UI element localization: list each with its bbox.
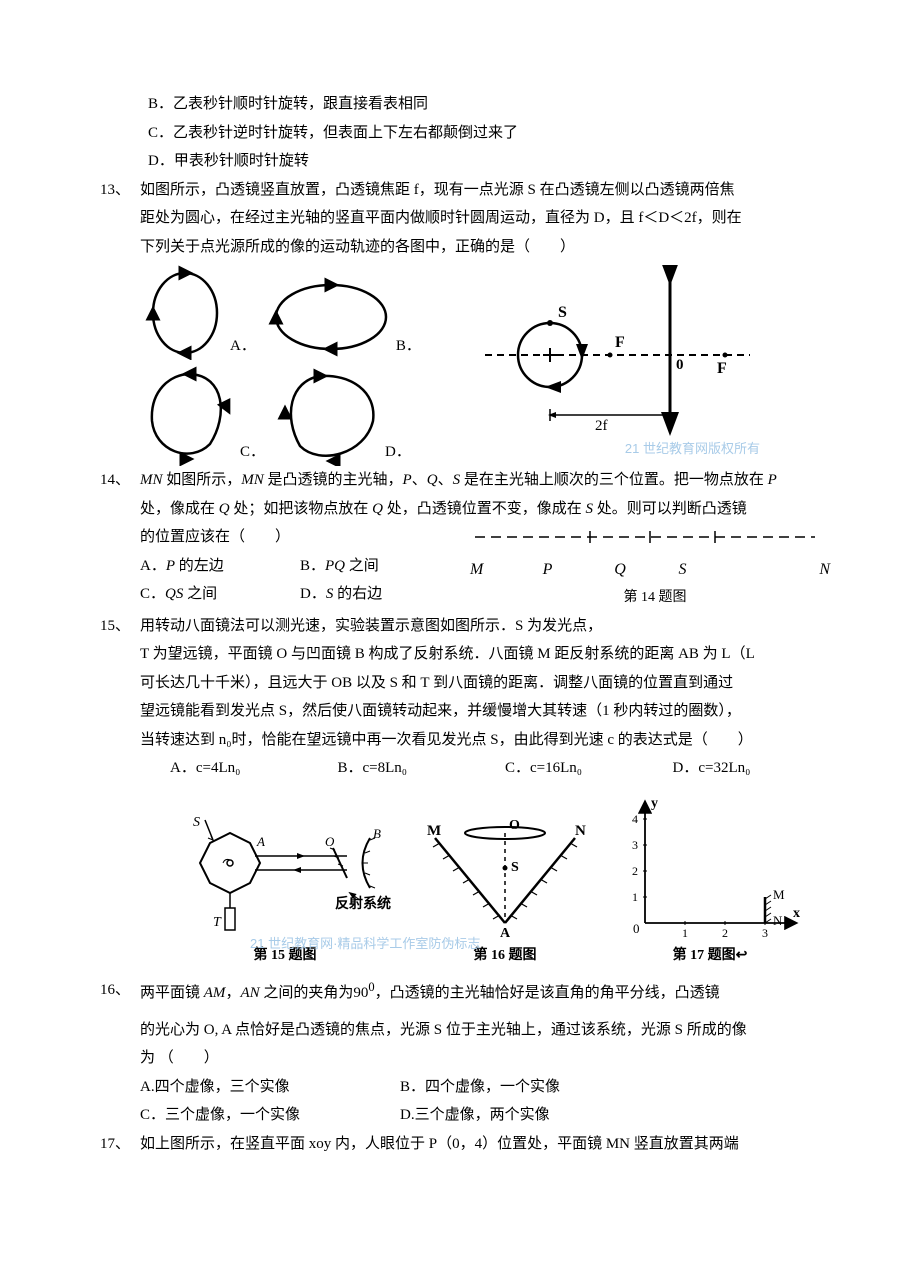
q16-option-d: D.三个虚像，两个实像: [400, 1101, 550, 1130]
q14-number: 14、: [100, 466, 140, 612]
q15-option-a: A．c=4Ln₀: [170, 754, 338, 783]
q17-caption: 第 17 题图↩: [673, 943, 748, 970]
svg-text:0: 0: [676, 357, 684, 373]
q13-stem-line1: 如图所示，凸透镜竖直放置，凸透镜焦距 f，现有一点光源 S 在凸透镜左侧以凸透镜…: [140, 176, 840, 205]
q13-setup-diagram: S F 0 F: [480, 265, 760, 462]
q15-figure: S A O B T 反射系统: [175, 808, 395, 943]
q16-stem-line3: 为 （ ）: [140, 1044, 840, 1073]
q16-stem-line2: 的光心为 O, A 点恰好是凸透镜的焦点，光源 S 位于主光轴上，通过该系统，光…: [140, 1016, 840, 1045]
q13-label-b: B．: [396, 332, 421, 361]
q13-label-c: C．: [240, 438, 265, 467]
q15-stem-line1: 用转动八面镜法可以测光速，实验装置示意图如图所示．S 为发光点，: [140, 612, 840, 641]
svg-text:x: x: [793, 906, 800, 921]
q14-diagram: [470, 523, 820, 559]
svg-text:S: S: [193, 815, 200, 830]
q14-label-q: Q: [590, 555, 650, 585]
q13-stem-line2: 距处为圆心，在经过主光轴的竖直平面内做顺时针圆周运动，直径为 D，且 f＜D＜2…: [140, 204, 840, 233]
svg-text:F: F: [615, 334, 625, 351]
q13-figure-c: [140, 366, 240, 466]
svg-text:2: 2: [632, 864, 638, 878]
q14-stem-line3: 的位置应该在（ ）: [140, 523, 470, 552]
svg-text:M: M: [427, 823, 441, 839]
q14-label-p: P: [505, 555, 590, 585]
q16-option-b: B．四个虚像，一个实像: [400, 1073, 560, 1102]
svg-text:反射系统: 反射系统: [335, 895, 391, 912]
q14-stem-line1: MN 如图所示，MN 是凸透镜的主光轴，P、Q、S 是在主光轴上顺次的三个位置。…: [140, 466, 840, 495]
q15-option-c: C．c=16Ln₀: [505, 754, 673, 783]
svg-text:N: N: [575, 823, 586, 839]
q13-label-d: D．: [385, 438, 411, 467]
svg-text:1: 1: [682, 926, 688, 940]
q14-option-a: A．P 的左边: [140, 552, 300, 581]
svg-text:2f: 2f: [595, 418, 608, 434]
svg-text:1: 1: [632, 890, 638, 904]
q15-stem-line2: T 为望远镜，平面镜 O 与凹面镜 B 构成了反射系统．八面镜 M 距反射系统的…: [140, 640, 840, 669]
svg-text:N: N: [773, 913, 783, 928]
q15-stem-line5: 当转速达到 n₀时，恰能在望远镜中再一次看见发光点 S，由此得到光速 c 的表达…: [140, 726, 840, 755]
q16-figure: M O N S A: [405, 813, 605, 943]
q14-stem-line2: 处，像成在 Q 处；如把该物点放在 Q 处，凸透镜位置不变，像成在 S 处。则可…: [140, 495, 840, 524]
q16-option-c: C．三个虚像，一个实像: [140, 1101, 400, 1130]
q14-label-n: N: [715, 555, 840, 585]
svg-text:S: S: [511, 860, 519, 875]
svg-text:3: 3: [632, 838, 638, 852]
svg-text:M: M: [773, 887, 785, 902]
q12-option-c: C．乙表秒针逆时针旋转，但表面上下左右都颠倒过来了: [100, 119, 840, 148]
q13-number: 13、: [100, 176, 140, 467]
q14-caption: 第 14 题图: [470, 585, 840, 612]
watermark-q13: 21 世纪教育网版权所有: [480, 437, 760, 462]
q13-stem-line3: 下列关于点光源所成的像的运动轨迹的各图中，正确的是（ ）: [140, 233, 840, 262]
svg-text:2: 2: [722, 926, 728, 940]
q13-figure-d: [275, 366, 385, 466]
q13-label-a: A．: [230, 332, 256, 361]
q16-caption: 第 16 题图: [474, 943, 537, 970]
svg-text:B: B: [373, 826, 381, 841]
q14-label-s: S: [650, 555, 715, 585]
svg-text:4: 4: [632, 812, 638, 826]
q15-option-d: D．c=32Ln₀: [673, 754, 841, 783]
svg-text:A: A: [500, 926, 511, 941]
q15-stem-line3: 可长达几十千米），且远大于 OB 以及 S 和 T 到八面镜的距离．调整八面镜的…: [140, 669, 840, 698]
q12-option-b: B．乙表秒针顺时针旋转，跟直接看表相同: [100, 90, 840, 119]
q16-option-a: A.四个虚像，三个实像: [140, 1073, 400, 1102]
svg-text:O: O: [509, 818, 520, 833]
svg-text:3: 3: [762, 926, 768, 940]
q14-option-b: B．PQ 之间: [300, 552, 460, 581]
q16-stem-line1: 两平面镜 AM，AN 之间的夹角为900，凸透镜的主光轴恰好是该直角的角平分线，…: [140, 976, 840, 1008]
svg-text:0: 0: [633, 921, 640, 936]
svg-text:y: y: [651, 796, 658, 811]
svg-text:F: F: [717, 360, 727, 377]
svg-text:T: T: [213, 915, 222, 930]
q12-option-d: D．甲表秒针顺时针旋转: [100, 147, 840, 176]
q17-number: 17、: [100, 1130, 140, 1159]
q14-option-c: C．QS 之间: [140, 580, 300, 609]
q15-number: 15、: [100, 612, 140, 783]
svg-text:O: O: [325, 834, 335, 849]
q17-stem-line1: 如上图所示，在竖直平面 xoy 内，人眼位于 P（0，4）位置处，平面镜 MN …: [140, 1130, 840, 1159]
q13-figure-a: [140, 265, 230, 360]
svg-text:A: A: [256, 834, 265, 849]
q15-option-b: B．c=8Ln₀: [338, 754, 506, 783]
svg-text:S: S: [558, 304, 567, 321]
q17-figure: y x 0 1 2 3 1 2 3 4: [615, 793, 805, 943]
q16-number: 16、: [100, 976, 140, 1130]
q14-option-d: D．S 的右边: [300, 580, 460, 609]
q15-stem-line4: 望远镜能看到发光点 S，然后使八面镜转动起来，并缓慢增大其转速（1 秒内转过的圈…: [140, 697, 840, 726]
q14-label-m: M: [470, 555, 505, 585]
q13-figure-b: [266, 275, 396, 360]
